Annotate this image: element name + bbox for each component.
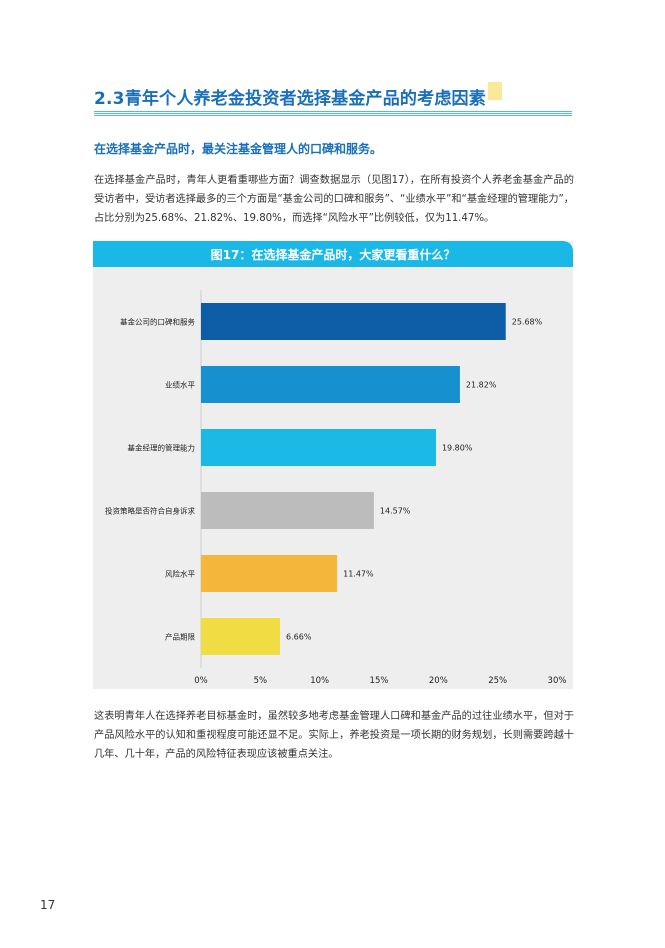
value-label-1: 21.82%	[466, 381, 497, 390]
lead-sentence: 在选择基金产品时，最关注基金管理人的口碑和服务。	[94, 142, 383, 156]
title-accent-block	[488, 82, 502, 100]
bar-3	[201, 492, 374, 529]
x-tick-label-5: 25%	[488, 676, 507, 686]
bar-0	[201, 303, 506, 340]
bar-4	[201, 555, 338, 592]
page-number: 17	[40, 898, 56, 912]
bar-5	[201, 618, 281, 655]
x-tick-label-4: 20%	[429, 676, 448, 686]
category-label-2: 基金经理的管理能力	[128, 443, 196, 453]
category-label-3: 投资策略是否符合自身诉求	[105, 506, 195, 516]
bar-2	[201, 429, 436, 466]
paragraph-intro: 在选择基金产品时，青年人更看重哪些方面？调查数据显示（见图17），在所有投资个人…	[94, 175, 574, 224]
title-underline-rule	[94, 111, 572, 116]
category-label-5: 产品期限	[165, 632, 195, 642]
value-label-4: 11.47%	[343, 570, 374, 579]
category-label-0: 基金公司的口碑和服务	[120, 317, 195, 327]
x-tick-label-1: 5%	[254, 676, 267, 686]
chart-figure-17: 图17：在选择基金产品时，大家更看重什么？ 基金公司的口碑和服务 25.68% 业绩…	[93, 241, 573, 689]
category-label-1: 业绩水平	[165, 380, 195, 390]
bar-chart: 基金公司的口碑和服务 25.68% 业绩水平 21.82% 基金经理的管理能力 19.80…	[105, 290, 567, 686]
x-tick-label-0: 0%	[194, 676, 208, 686]
x-tick-label-2: 10%	[310, 676, 329, 686]
value-label-2: 19.80%	[442, 444, 473, 453]
section-title: 2.3青年个人养老金投资者选择基金产品的考虑因素	[94, 89, 486, 109]
value-label-3: 14.57%	[380, 507, 411, 516]
x-tick-label-3: 15%	[370, 676, 389, 686]
value-label-5: 6.66%	[286, 633, 312, 642]
value-label-0: 25.68%	[512, 318, 543, 327]
paragraph-conclusion: 这表明青年人在选择养老目标基金时，虽然较多地考虑基金管理人口碑和基金产品的过往业…	[94, 711, 574, 760]
bar-1	[201, 366, 460, 403]
category-label-4: 风险水平	[165, 569, 195, 579]
x-tick-label-6: 30%	[548, 676, 567, 686]
chart-title: 图17：在选择基金产品时，大家更看重什么？	[93, 241, 573, 267]
